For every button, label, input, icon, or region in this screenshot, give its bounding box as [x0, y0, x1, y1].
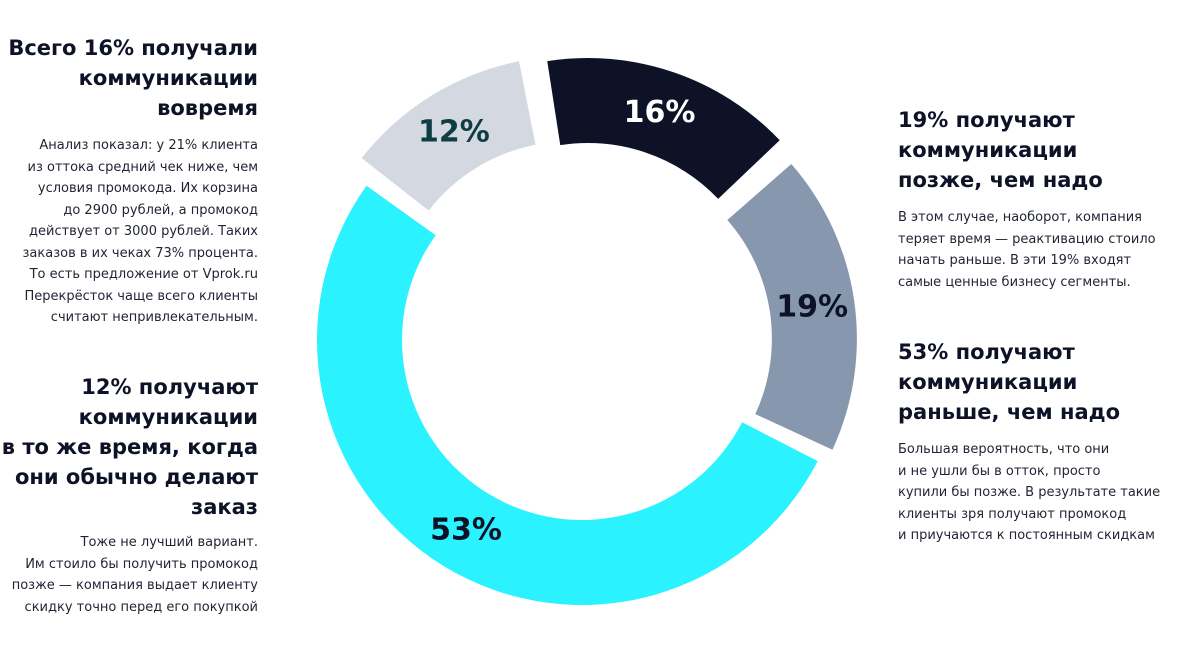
same-time-block: 12% получают коммуникации в то же время,… — [0, 372, 258, 618]
slice-16-label: 16% — [624, 95, 696, 130]
same-time-title: 12% получают коммуникации в то же время,… — [1, 375, 258, 519]
on-time-block: Всего 16% получали коммуникации вовремя … — [0, 33, 258, 329]
earlier-text: Большая вероятность, что они и не ушли б… — [898, 442, 1161, 543]
slice-16 — [547, 57, 780, 199]
later-text: В этом случае, наоборот, компания теряет… — [898, 210, 1156, 290]
slice-12-label: 12% — [418, 114, 490, 149]
earlier-block: 53% получают коммуникации раньше, чем на… — [898, 337, 1198, 547]
slice-19-label: 19% — [776, 289, 848, 324]
slice-53 — [316, 185, 818, 606]
earlier-title: 53% получают коммуникации раньше, чем на… — [898, 340, 1121, 424]
later-title: 19% получают коммуникации позже, чем над… — [898, 108, 1103, 192]
on-time-text: Анализ показал: у 21% клиента из оттока … — [22, 138, 259, 325]
same-time-text: Тоже не лучший вариант. Им стоило бы пол… — [11, 535, 258, 615]
slice-19 — [727, 164, 857, 450]
slice-12 — [361, 61, 536, 211]
on-time-title: Всего 16% получали коммуникации вовремя — [8, 36, 258, 120]
later-block: 19% получают коммуникации позже, чем над… — [898, 105, 1198, 293]
slice-53-label: 53% — [430, 512, 502, 547]
